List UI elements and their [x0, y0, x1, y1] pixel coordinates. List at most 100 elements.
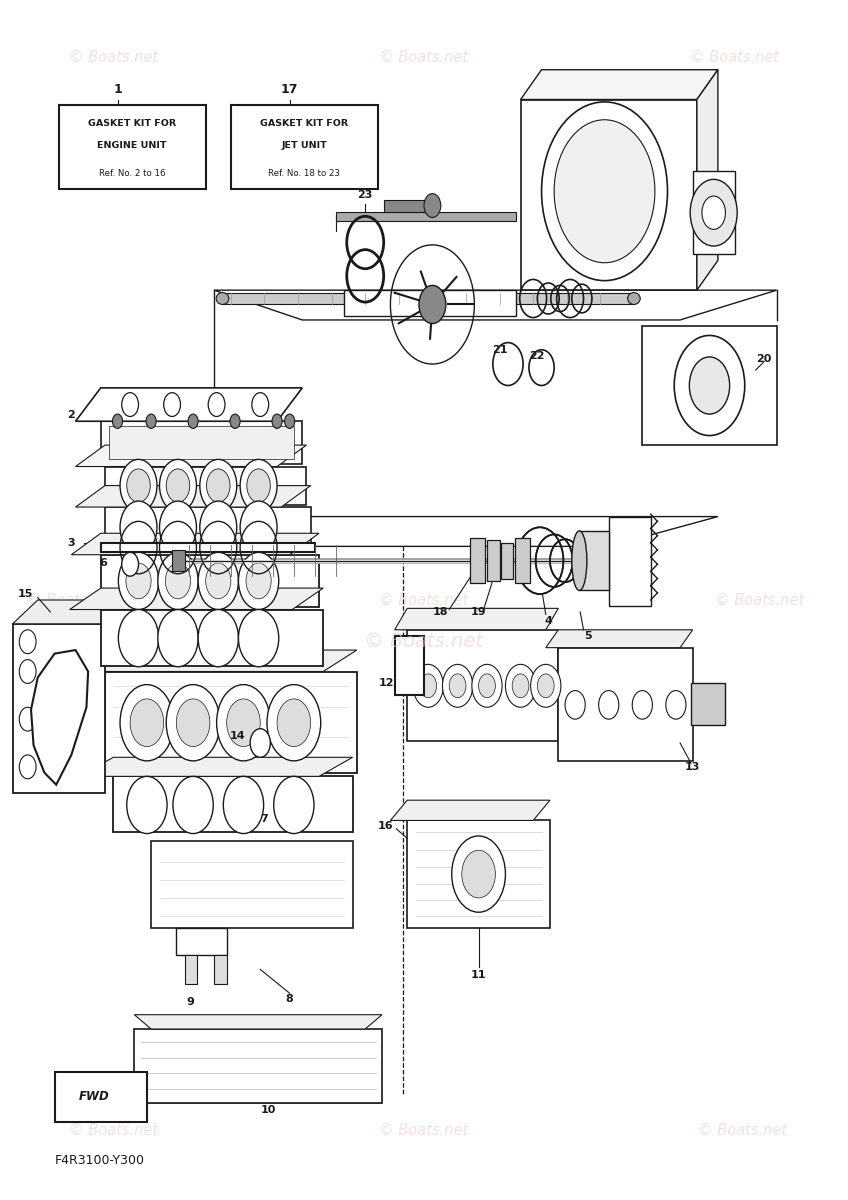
Polygon shape — [134, 1030, 382, 1103]
Text: © Boats.net: © Boats.net — [379, 50, 469, 65]
Polygon shape — [515, 538, 530, 583]
Polygon shape — [80, 757, 353, 776]
Text: 8: 8 — [286, 995, 293, 1004]
Circle shape — [274, 776, 314, 834]
Polygon shape — [214, 290, 777, 320]
Text: © Boats.net: © Boats.net — [69, 50, 158, 65]
Text: 23: 23 — [358, 190, 373, 200]
Ellipse shape — [628, 293, 640, 305]
Polygon shape — [344, 290, 516, 317]
Polygon shape — [390, 800, 550, 821]
Circle shape — [240, 460, 277, 512]
Text: 3: 3 — [68, 538, 75, 547]
Polygon shape — [407, 821, 550, 928]
Circle shape — [126, 776, 167, 834]
Polygon shape — [151, 841, 353, 928]
Polygon shape — [394, 608, 558, 630]
Circle shape — [462, 851, 495, 898]
Polygon shape — [697, 70, 718, 290]
Text: GASKET KIT FOR: GASKET KIT FOR — [88, 119, 176, 128]
Text: 18: 18 — [433, 607, 449, 617]
Circle shape — [198, 610, 238, 667]
Circle shape — [267, 685, 321, 761]
Polygon shape — [521, 70, 718, 100]
Circle shape — [424, 193, 441, 217]
Polygon shape — [521, 100, 697, 290]
Polygon shape — [222, 293, 634, 305]
Polygon shape — [546, 630, 693, 648]
Polygon shape — [558, 648, 693, 761]
Polygon shape — [114, 776, 353, 833]
Text: © Boats.net: © Boats.net — [699, 1123, 788, 1138]
Text: © Boats.net: © Boats.net — [379, 593, 469, 607]
Text: 12: 12 — [378, 678, 394, 689]
Circle shape — [272, 414, 282, 428]
Text: GASKET KIT FOR: GASKET KIT FOR — [260, 119, 349, 128]
Polygon shape — [13, 624, 105, 793]
Text: © Boats.net: © Boats.net — [27, 593, 116, 607]
Text: 20: 20 — [756, 354, 772, 365]
Circle shape — [20, 630, 36, 654]
Circle shape — [20, 707, 36, 731]
Circle shape — [122, 552, 138, 576]
Polygon shape — [71, 533, 319, 554]
Text: 6: 6 — [99, 558, 107, 568]
Circle shape — [238, 610, 279, 667]
Polygon shape — [75, 445, 306, 467]
Circle shape — [146, 414, 156, 428]
Circle shape — [230, 414, 240, 428]
Circle shape — [165, 563, 191, 599]
Polygon shape — [487, 540, 500, 581]
Circle shape — [200, 460, 237, 512]
Polygon shape — [105, 467, 306, 505]
Circle shape — [216, 685, 271, 761]
Circle shape — [689, 356, 729, 414]
Circle shape — [633, 690, 652, 719]
Text: 1: 1 — [113, 84, 122, 96]
Polygon shape — [101, 554, 319, 607]
Circle shape — [531, 665, 561, 707]
Bar — [59, 106, 206, 188]
Polygon shape — [70, 588, 323, 610]
Circle shape — [20, 660, 36, 684]
Text: 2: 2 — [68, 410, 75, 420]
Polygon shape — [105, 672, 357, 773]
Polygon shape — [407, 630, 558, 740]
Polygon shape — [642, 326, 777, 445]
Circle shape — [20, 755, 36, 779]
Ellipse shape — [216, 293, 229, 305]
Polygon shape — [176, 928, 226, 955]
Text: FWD: FWD — [79, 1091, 109, 1104]
Circle shape — [223, 776, 264, 834]
Circle shape — [471, 665, 502, 707]
Text: 22: 22 — [530, 350, 545, 361]
Circle shape — [238, 552, 279, 610]
Polygon shape — [75, 388, 302, 421]
Text: 16: 16 — [377, 822, 393, 832]
Bar — [54, 1072, 147, 1122]
Circle shape — [119, 552, 159, 610]
Text: ENGINE UNIT: ENGINE UNIT — [98, 140, 167, 150]
Circle shape — [512, 674, 529, 697]
Polygon shape — [609, 516, 650, 606]
Circle shape — [176, 698, 210, 746]
Circle shape — [158, 610, 198, 667]
Text: © Boats.net: © Boats.net — [690, 50, 779, 65]
Polygon shape — [134, 1086, 382, 1103]
Polygon shape — [101, 610, 323, 666]
Circle shape — [166, 685, 220, 761]
Circle shape — [674, 336, 745, 436]
Polygon shape — [501, 542, 513, 578]
Circle shape — [554, 120, 655, 263]
Circle shape — [120, 685, 174, 761]
Circle shape — [478, 674, 495, 697]
Circle shape — [200, 502, 237, 553]
Polygon shape — [134, 1015, 382, 1030]
Polygon shape — [394, 636, 424, 695]
Circle shape — [119, 610, 159, 667]
Text: © Boats.net: © Boats.net — [715, 593, 805, 607]
Text: © Boats.net: © Boats.net — [69, 1123, 158, 1138]
Circle shape — [449, 674, 466, 697]
Text: 13: 13 — [685, 762, 700, 772]
Circle shape — [120, 502, 157, 553]
